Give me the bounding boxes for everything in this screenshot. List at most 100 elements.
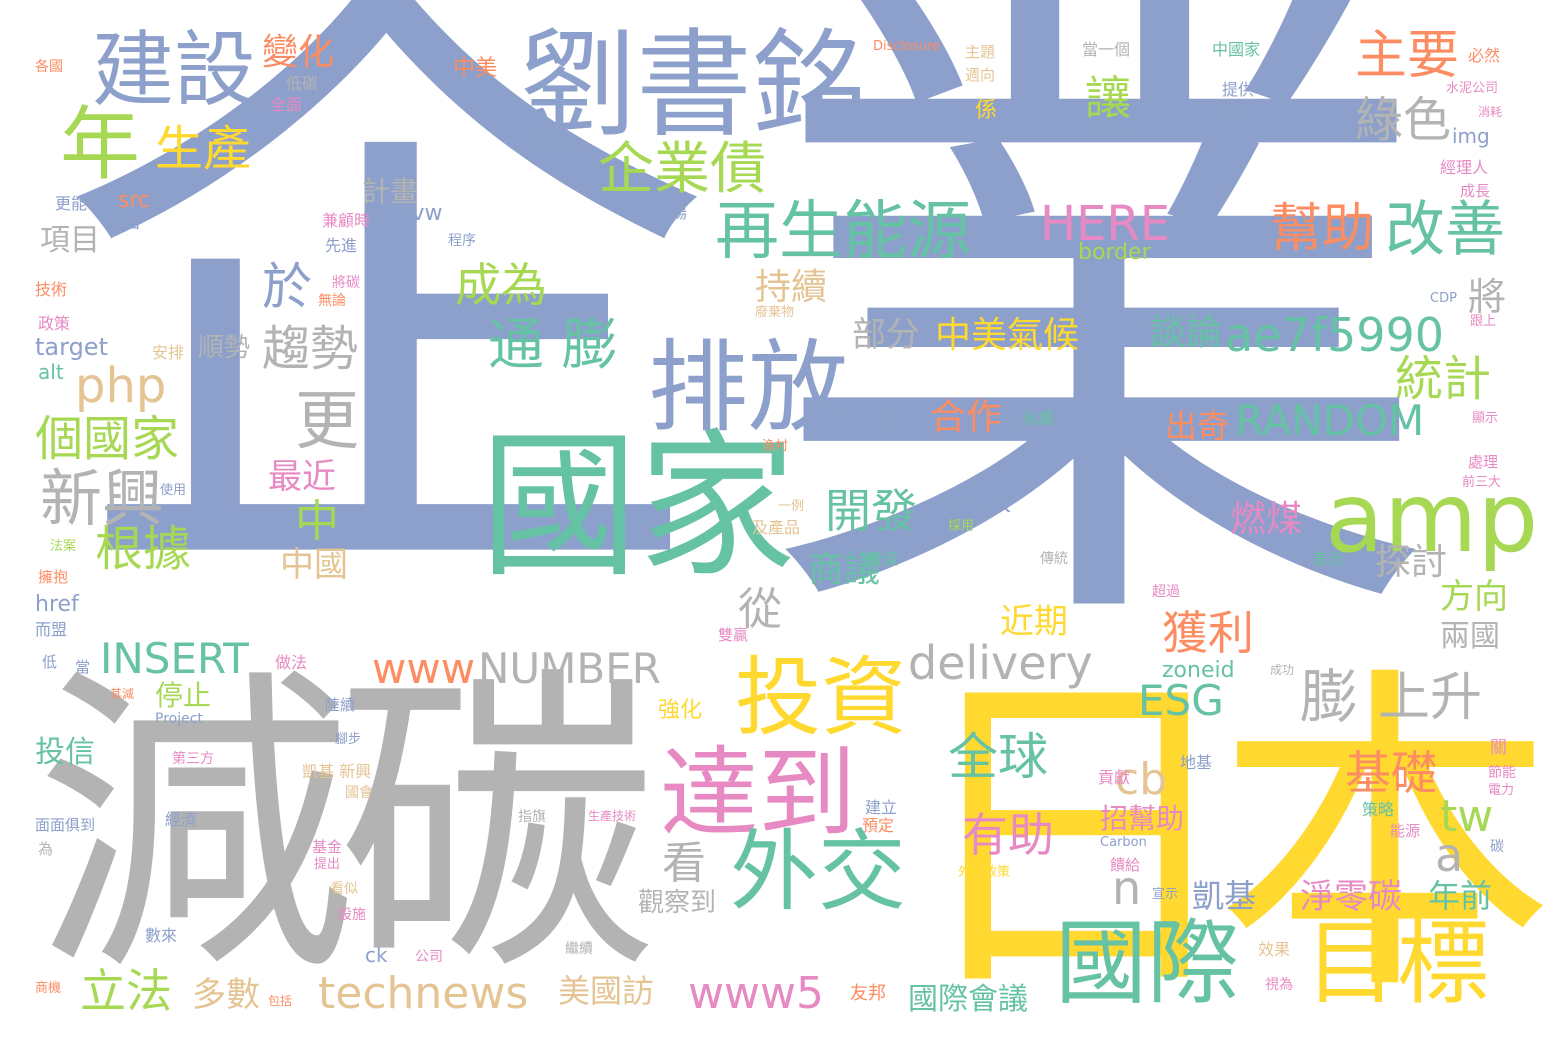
word-bufen: 部分 xyxy=(852,315,920,355)
word-zoneid: zoneid xyxy=(1162,658,1235,683)
word-biaoshi: 表示 xyxy=(1312,550,1345,569)
word-blank: blank xyxy=(945,490,1011,518)
word-shulai: 數來 xyxy=(145,926,178,945)
word-sheshi: 設施 xyxy=(338,907,366,923)
word-xiaohao: 消耗 xyxy=(1478,105,1503,119)
word-yucun: 漁村 xyxy=(762,439,789,454)
word-bangzhu: 幫助 xyxy=(1270,199,1375,259)
word-wei: 為 xyxy=(38,840,54,858)
word-lifa: 立法 xyxy=(80,964,172,1018)
word-jingji: 經濟 xyxy=(165,810,198,829)
word-qijian: 其減 xyxy=(110,687,135,701)
word-chixu: 持續 xyxy=(755,267,828,308)
word-xi: 係 xyxy=(975,98,998,123)
word-shangyi: 商議 xyxy=(808,549,881,590)
word-yu: 於 xyxy=(262,258,312,316)
word-celue: 策略 xyxy=(1362,800,1395,819)
word-zuijin: 最近 xyxy=(268,457,336,497)
word-zaishengnengyuan: 再生能源 xyxy=(715,195,971,269)
word-genshang: 跟上 xyxy=(1470,314,1497,329)
word-dang: 當 xyxy=(75,658,91,676)
word-jinglirenn: 經理人 xyxy=(1440,158,1489,177)
word-chengwei: 成為 xyxy=(455,258,547,312)
word-rang: 讓 xyxy=(1085,71,1131,125)
word-guojia: 國家 xyxy=(480,415,796,599)
word-liangguo: 兩國 xyxy=(1440,619,1500,654)
word-youzhu: 有助 xyxy=(962,808,1054,862)
word-tan: 碳 xyxy=(1490,839,1504,855)
word-qushi: 趨勢 xyxy=(262,321,359,377)
word-insert: INSERT xyxy=(100,634,249,683)
word-jichanpin: 及產品 xyxy=(752,518,801,537)
word-bianhua: 變化 xyxy=(262,32,335,73)
word-zhaobangzhu: 招幫助 xyxy=(1100,802,1185,835)
word-jianli: 建立 xyxy=(865,798,898,817)
word-luxu: 陸續 xyxy=(325,696,356,714)
word-meiguofang: 美國訪 xyxy=(558,972,655,1010)
word-biran: 必然 xyxy=(1468,46,1501,65)
word-genju: 根據 xyxy=(95,521,192,577)
word-gongsi: 公司 xyxy=(415,949,443,965)
word-zhiqi: 指旗 xyxy=(518,809,546,825)
word-img: img xyxy=(1452,124,1490,148)
word-esg: ESG xyxy=(1138,676,1224,725)
word-yongbao: 擁抱 xyxy=(38,568,69,586)
word-nianqian: 年前 xyxy=(1428,877,1493,915)
word-tw: tw xyxy=(1440,791,1494,842)
word-geguo: 各國 xyxy=(35,59,63,75)
word-a: a xyxy=(1435,828,1464,882)
word-zhuanxing: 轉型 xyxy=(1218,104,1251,123)
word-dangyige: 當一個 xyxy=(1082,40,1131,59)
word-wulun: 無論 xyxy=(318,293,346,309)
word-jiangushi: 兼顧時 xyxy=(322,211,371,230)
word-kaiji: 凱基 xyxy=(1192,877,1257,915)
word-quanhui: 權回 xyxy=(872,409,905,428)
word-shuangying: 雙贏 xyxy=(718,626,749,644)
word-zuofa: 做法 xyxy=(275,653,308,672)
word-tantao: 探討 xyxy=(1375,542,1448,583)
word-tingzhi: 停止 xyxy=(155,679,212,712)
word-zhuyao: 主要 xyxy=(1355,26,1460,86)
word-disanfang: 第三方 xyxy=(172,751,214,767)
word-kaijixinxing: 凱基 新興 xyxy=(302,762,372,781)
word-waijiao: 外交 xyxy=(730,820,907,923)
word-yuding: 預定 xyxy=(862,816,895,835)
word-xianjin: 先進 xyxy=(325,236,358,255)
word-shiwei: 視為 xyxy=(1265,977,1293,993)
word-random: RANDOM xyxy=(1235,396,1425,445)
word-diji: 地基 xyxy=(1180,753,1213,772)
word-geguojia: 個國家 xyxy=(35,411,180,467)
word-nengyuan: 能源 xyxy=(1390,822,1421,840)
word-jianshe: 建設 xyxy=(92,23,257,118)
word-jixu: 繼續 xyxy=(565,941,593,957)
word-jiangtan: 將碳 xyxy=(332,275,360,291)
word-qi: 企 xyxy=(55,0,715,672)
word-zhong: 中 xyxy=(295,496,339,547)
word-shengchanjishu: 生產技術 xyxy=(588,809,637,823)
word-shunshi: 順勢 xyxy=(198,333,251,363)
word-kan: 看 xyxy=(662,838,706,889)
word-tanlun: 談論 xyxy=(1150,312,1223,353)
word-jiantan: 減碳 xyxy=(35,642,657,1014)
word-number: NUMBER xyxy=(478,644,661,693)
word-jiaobu: 腳步 xyxy=(335,732,362,747)
word-baokuo: 包括 xyxy=(268,994,293,1008)
word-zhongguo: 中國 xyxy=(280,545,348,585)
word-gongxian: 貢獻 xyxy=(1098,768,1131,787)
word-technews: technews xyxy=(318,968,529,1019)
word-cong: 從 xyxy=(738,584,782,635)
word-tongpeng: 通 膨 xyxy=(488,313,618,378)
word-youbang: 友邦 xyxy=(850,983,886,1004)
word-shiyong: 使用 xyxy=(160,483,187,498)
word-target: target xyxy=(35,333,108,361)
word-hezuo: 合作 xyxy=(930,397,1003,438)
word-avw: avw xyxy=(398,201,443,226)
word-jieneng: 節能 xyxy=(1488,765,1516,781)
word-jiang: 將 xyxy=(1468,275,1507,319)
word-jinqi: 近期 xyxy=(1000,602,1068,642)
word-qiyezhai: 企業債 xyxy=(598,137,766,202)
word-n: n xyxy=(1112,861,1142,915)
word-xuanshi: 宣示 xyxy=(1152,887,1179,902)
word-yili: 一例 xyxy=(778,499,805,514)
word-riben: 日本 xyxy=(905,640,1548,1036)
